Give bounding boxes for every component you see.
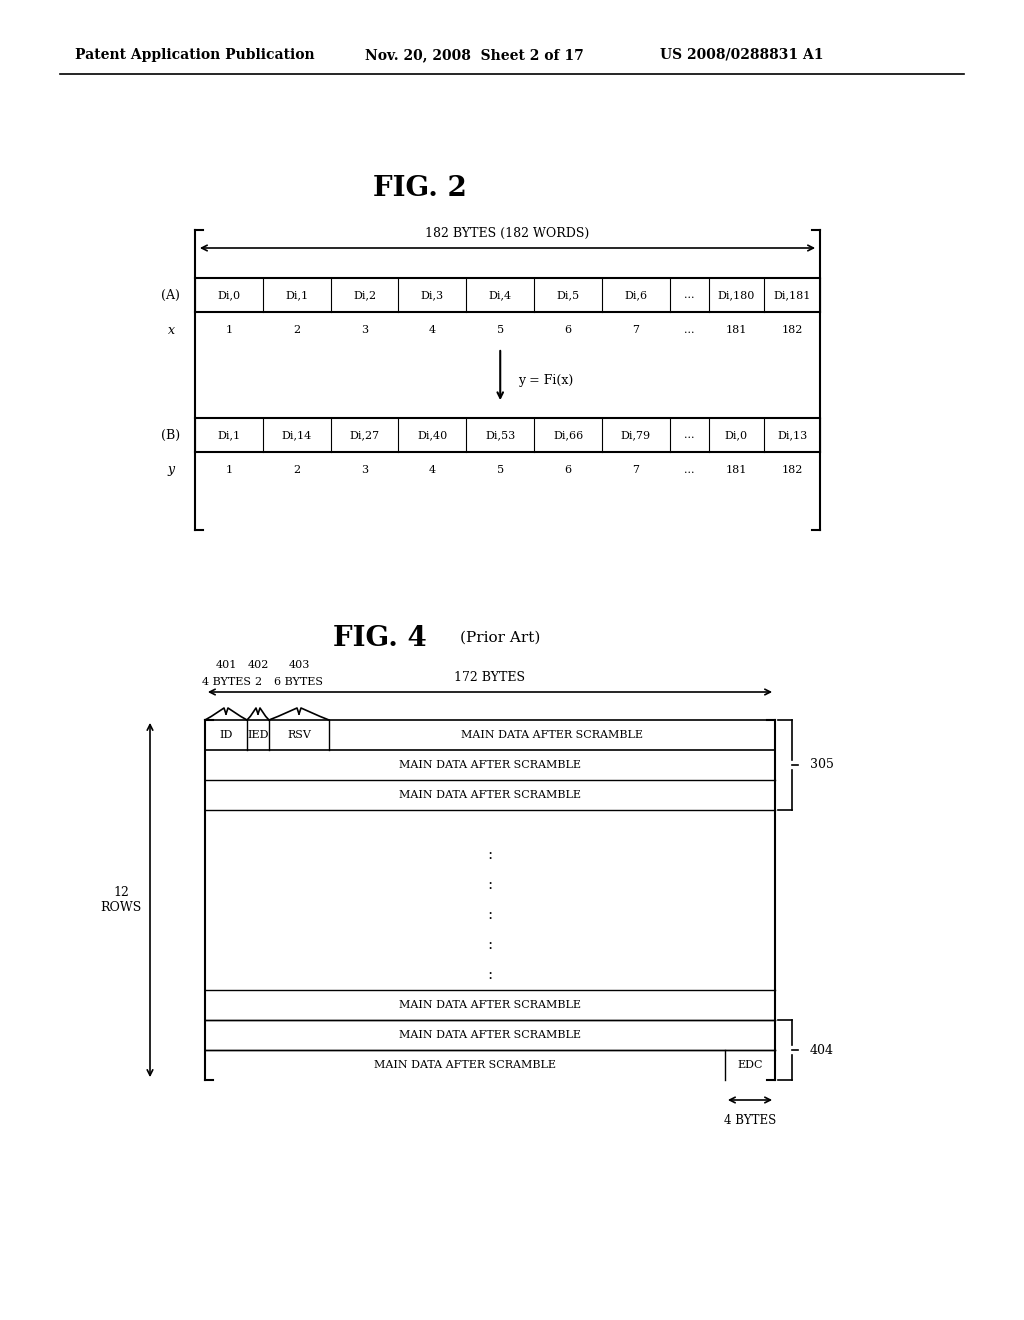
Text: 172 BYTES: 172 BYTES — [455, 671, 525, 684]
Text: 2: 2 — [254, 677, 261, 686]
Text: MAIN DATA AFTER SCRAMBLE: MAIN DATA AFTER SCRAMBLE — [399, 1030, 581, 1040]
Text: 5: 5 — [497, 465, 504, 475]
Text: Di,14: Di,14 — [282, 430, 312, 440]
Text: Di,79: Di,79 — [621, 430, 651, 440]
Text: Patent Application Publication: Patent Application Publication — [75, 48, 314, 62]
Text: 1: 1 — [225, 325, 232, 335]
Text: y: y — [168, 463, 175, 477]
Text: 181: 181 — [726, 465, 748, 475]
Text: :: : — [487, 968, 493, 982]
Text: 3: 3 — [361, 325, 369, 335]
Text: FIG. 2: FIG. 2 — [373, 174, 467, 202]
Text: Di,4: Di,4 — [488, 290, 512, 300]
Text: (B): (B) — [161, 429, 180, 441]
Text: 3: 3 — [361, 465, 369, 475]
Text: 12
ROWS: 12 ROWS — [100, 886, 142, 913]
Text: Di,3: Di,3 — [421, 290, 444, 300]
Text: ID: ID — [219, 730, 232, 741]
Text: 305: 305 — [810, 759, 834, 771]
Text: 4: 4 — [429, 465, 436, 475]
Text: IED: IED — [247, 730, 268, 741]
Text: 7: 7 — [633, 325, 639, 335]
Text: Di,1: Di,1 — [217, 430, 241, 440]
Text: 5: 5 — [497, 325, 504, 335]
Text: ...: ... — [684, 325, 694, 335]
Text: :: : — [487, 847, 493, 862]
Text: MAIN DATA AFTER SCRAMBLE: MAIN DATA AFTER SCRAMBLE — [399, 789, 581, 800]
Text: RSV: RSV — [287, 730, 311, 741]
Text: 6: 6 — [564, 325, 571, 335]
Text: ...: ... — [684, 430, 694, 440]
Text: Di,27: Di,27 — [349, 430, 380, 440]
Text: x: x — [168, 323, 175, 337]
Text: Di,2: Di,2 — [353, 290, 376, 300]
Text: Di,40: Di,40 — [417, 430, 447, 440]
Text: :: : — [487, 908, 493, 921]
Text: 2: 2 — [293, 465, 300, 475]
Text: ...: ... — [684, 465, 694, 475]
Text: FIG. 4: FIG. 4 — [333, 624, 427, 652]
Text: Di,5: Di,5 — [556, 290, 580, 300]
Text: ...: ... — [684, 290, 694, 300]
Text: (Prior Art): (Prior Art) — [460, 631, 541, 645]
Text: Di,181: Di,181 — [773, 290, 811, 300]
Text: Di,66: Di,66 — [553, 430, 584, 440]
Text: 182 BYTES (182 WORDS): 182 BYTES (182 WORDS) — [425, 227, 590, 240]
Text: :: : — [487, 878, 493, 892]
Text: Di,0: Di,0 — [725, 430, 748, 440]
Text: US 2008/0288831 A1: US 2008/0288831 A1 — [660, 48, 823, 62]
Text: Di,1: Di,1 — [285, 290, 308, 300]
Text: 4: 4 — [429, 325, 436, 335]
Text: Di,53: Di,53 — [485, 430, 515, 440]
Text: MAIN DATA AFTER SCRAMBLE: MAIN DATA AFTER SCRAMBLE — [374, 1060, 556, 1071]
Text: 4 BYTES: 4 BYTES — [724, 1114, 776, 1127]
Text: EDC: EDC — [737, 1060, 763, 1071]
Text: :: : — [487, 939, 493, 952]
Text: 402: 402 — [248, 660, 268, 671]
Text: 401: 401 — [215, 660, 237, 671]
Text: 404: 404 — [810, 1044, 834, 1056]
Text: Di,0: Di,0 — [217, 290, 241, 300]
Text: 7: 7 — [633, 465, 639, 475]
Text: 6: 6 — [564, 465, 571, 475]
Text: Di,13: Di,13 — [777, 430, 807, 440]
Text: y = Fi(x): y = Fi(x) — [518, 374, 573, 387]
Text: 182: 182 — [781, 465, 803, 475]
Text: 1: 1 — [225, 465, 232, 475]
Text: 6 BYTES: 6 BYTES — [274, 677, 324, 686]
Text: 182: 182 — [781, 325, 803, 335]
Text: 4 BYTES: 4 BYTES — [202, 677, 251, 686]
Text: Di,6: Di,6 — [625, 290, 647, 300]
Text: Di,180: Di,180 — [718, 290, 755, 300]
Text: 403: 403 — [289, 660, 309, 671]
Text: (A): (A) — [161, 289, 180, 301]
Text: MAIN DATA AFTER SCRAMBLE: MAIN DATA AFTER SCRAMBLE — [399, 1001, 581, 1010]
Text: 2: 2 — [293, 325, 300, 335]
Text: 181: 181 — [726, 325, 748, 335]
Text: MAIN DATA AFTER SCRAMBLE: MAIN DATA AFTER SCRAMBLE — [461, 730, 643, 741]
Text: MAIN DATA AFTER SCRAMBLE: MAIN DATA AFTER SCRAMBLE — [399, 760, 581, 770]
Text: Nov. 20, 2008  Sheet 2 of 17: Nov. 20, 2008 Sheet 2 of 17 — [365, 48, 584, 62]
